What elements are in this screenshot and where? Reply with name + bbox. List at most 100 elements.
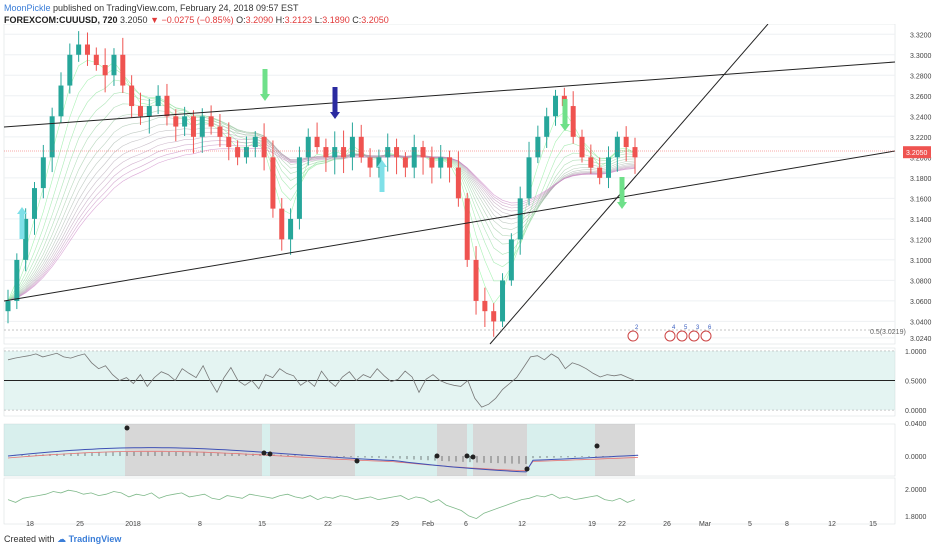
candle-body [429,157,435,168]
ma-line [7,136,636,302]
candle-body [385,147,391,158]
candle-body [482,300,488,312]
candle-body [614,136,620,158]
candle-body [235,147,241,158]
candle-body [376,157,382,168]
candle-body [553,95,559,117]
ma-line [7,103,636,302]
candle-body [261,136,267,158]
current-price-tag [903,146,931,159]
candle-body [500,280,506,322]
price-tick-label: 3.2000 [910,155,932,162]
price-tick-label: 3.0600 [910,299,932,306]
candle-body [455,167,461,199]
signal-arrow [562,99,568,124]
time-tick-label: 22 [324,521,332,528]
price-axis: 3.3200 3.3000 3.2800 3.2600 3.2400 3.2200 3.20… [870,32,932,343]
price-tick-label: 3.0800 [910,278,932,285]
candle-body [76,44,82,55]
osc-tick-label: 1.0000 [905,349,927,356]
macd-cross-dot [594,443,600,449]
event-flag-icon [627,330,639,342]
signal-arrow [332,87,338,112]
time-tick-label: 29 [391,521,399,528]
price-tick-label: 3.1400 [910,217,932,224]
price-change: −0.0275 (−0.85%) [161,15,234,25]
candle-body [447,157,453,168]
candle-body [464,198,470,260]
time-tick-label: Mar [699,521,712,528]
candle-body [402,157,408,168]
open-label: O: [236,15,246,25]
macd-line [7,447,639,473]
price-tick-label: 3.0240 [910,336,932,343]
footer: Created with ☁ TradingView [4,534,121,545]
time-tick-label: 15 [869,521,877,528]
candle-body [226,136,232,148]
price-tick-label: 3.3000 [910,53,932,60]
ma-line [7,110,636,302]
candle-body [323,147,329,158]
candle-body [473,259,479,301]
lower-border [3,477,896,525]
candle-body [67,54,73,86]
macd-band [473,424,527,476]
macd-band [467,424,473,476]
time-axis: 18 25 2018 8 15 22 29 Feb 6 12 19 22 26 Mar 5 8 12 15 [26,521,877,528]
lower-trendline[interactable] [3,150,896,302]
ma-line [7,140,636,302]
time-tick-label: 26 [663,521,671,528]
tradingview-brand[interactable]: TradingView [68,534,122,544]
low-label: L: [314,15,323,25]
candle-body [279,208,285,240]
candle-body [332,147,338,158]
candle-body [288,218,294,240]
macd-pane: 0.0400 0.0000 [3,421,927,477]
macd-band [595,424,635,476]
high-value: 3.2123 [284,15,313,25]
arrow-head-icon [17,207,27,214]
steep-trendline[interactable] [489,24,769,345]
macd-cross-dot [434,453,440,459]
time-tick-label: 12 [518,521,526,528]
macd-band [4,424,125,476]
ma-line [7,91,636,302]
time-tick-label: 19 [588,521,596,528]
signal-arrows [17,69,627,239]
macd-cross-dot [354,458,360,464]
candle-body [394,147,400,158]
candle-body [208,116,214,127]
signal-arrow [379,167,385,192]
candle-body [491,311,497,322]
candle-body [411,147,417,168]
macd-cross-dot [470,454,476,460]
lower-tick-label: 2.0000 [905,487,927,494]
price-tick-label: 3.1800 [910,176,932,183]
candle-body [270,157,276,209]
ma-line [7,68,636,302]
candle-body [243,147,249,158]
candle-body [508,239,514,281]
author-name[interactable]: MoonPickle [4,3,51,13]
candle-body [623,136,629,148]
time-tick-label: 8 [198,521,202,528]
close-label: C: [352,15,362,25]
candle-body [579,136,585,158]
candle-body [155,95,161,107]
chart-canvas[interactable]: 2 4 5 3 6 3.3200 3.3000 3.2800 3.2600 3.2400 3.22… [0,24,932,544]
lower-pane: 2.0000 1.8000 [3,477,927,525]
event-flag-icon [676,330,688,342]
published-info: published on TradingView.com, February 2… [53,3,299,13]
time-tick-label: Feb [422,521,434,528]
ma-line [7,147,636,302]
candle-body [588,157,594,168]
macd-cross-dot [524,466,530,472]
upper-trendline[interactable] [3,61,896,128]
time-tick-label: 22 [618,521,626,528]
osc-tick-label: 0.0000 [905,408,927,415]
event-count-label: 3 [696,325,700,331]
candle-body [5,300,11,312]
arrow-head-icon [377,160,387,167]
candle-body [137,106,143,117]
time-tick-label: 2018 [125,521,141,528]
